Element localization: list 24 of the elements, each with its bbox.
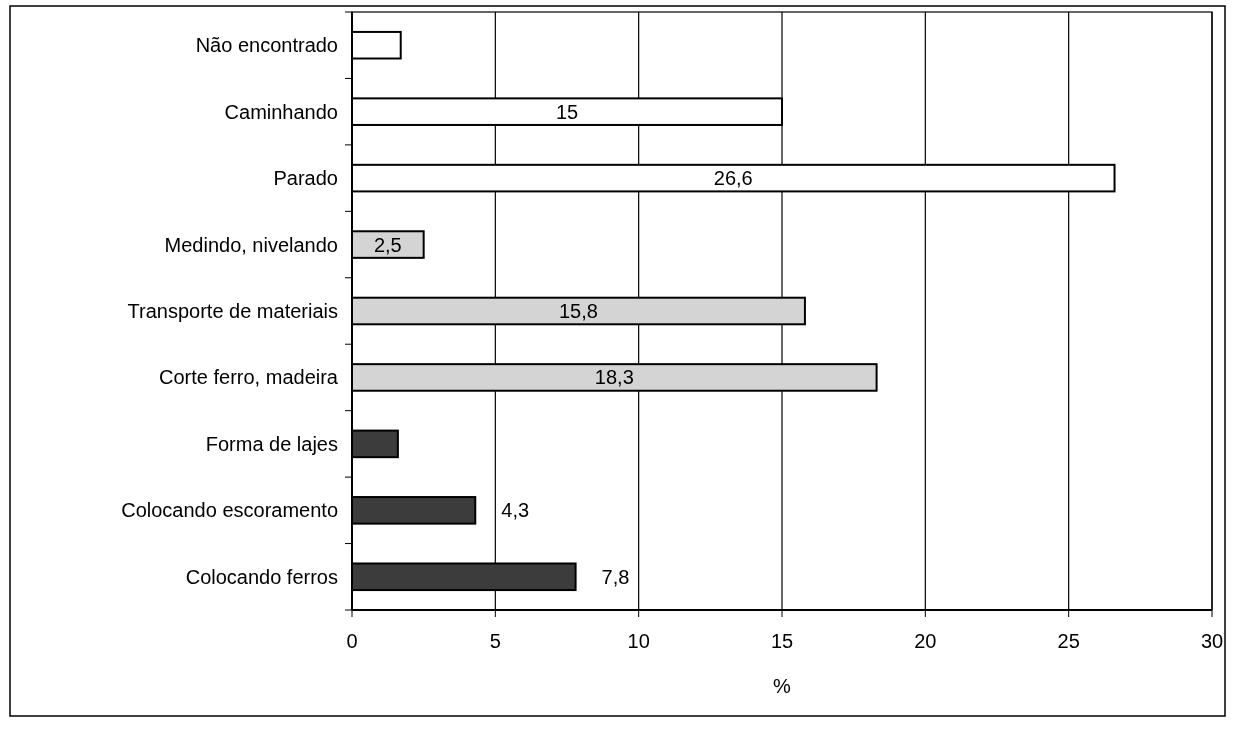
- y-tick-label: Parado: [273, 167, 338, 190]
- y-tick-label: Forma de lajes: [205, 432, 338, 455]
- y-tick-label: Medindo, nivelando: [164, 233, 338, 256]
- data-label: 2,5: [373, 233, 402, 256]
- y-tick-label: Colocando ferros: [185, 565, 338, 588]
- data-label: 4,3: [501, 499, 530, 522]
- data-label: 15,8: [559, 300, 598, 322]
- data-label: 18,3: [594, 366, 634, 389]
- x-tick-label: 25: [1057, 630, 1080, 652]
- x-tick-label: 20: [914, 630, 937, 652]
- x-tick-label: 30: [1200, 630, 1224, 652]
- data-label: 7,8: [601, 565, 630, 588]
- y-tick-label: Colocando escoramento: [121, 499, 338, 522]
- y-tick-label: Corte ferro, madeira: [159, 366, 339, 389]
- x-tick-label: 10: [627, 630, 650, 652]
- x-tick-label: 15: [770, 630, 794, 652]
- x-tick-label: 0: [346, 630, 358, 652]
- y-tick-label: Transporte de materiais: [127, 300, 338, 322]
- y-tick-label: Não encontrado: [195, 34, 338, 57]
- y-tick-label: Caminhando: [224, 100, 338, 123]
- x-tick-label: 5: [489, 630, 501, 652]
- data-label: 26,6: [713, 167, 753, 190]
- x-axis-title: %: [773, 675, 792, 697]
- data-label: 15: [555, 100, 579, 123]
